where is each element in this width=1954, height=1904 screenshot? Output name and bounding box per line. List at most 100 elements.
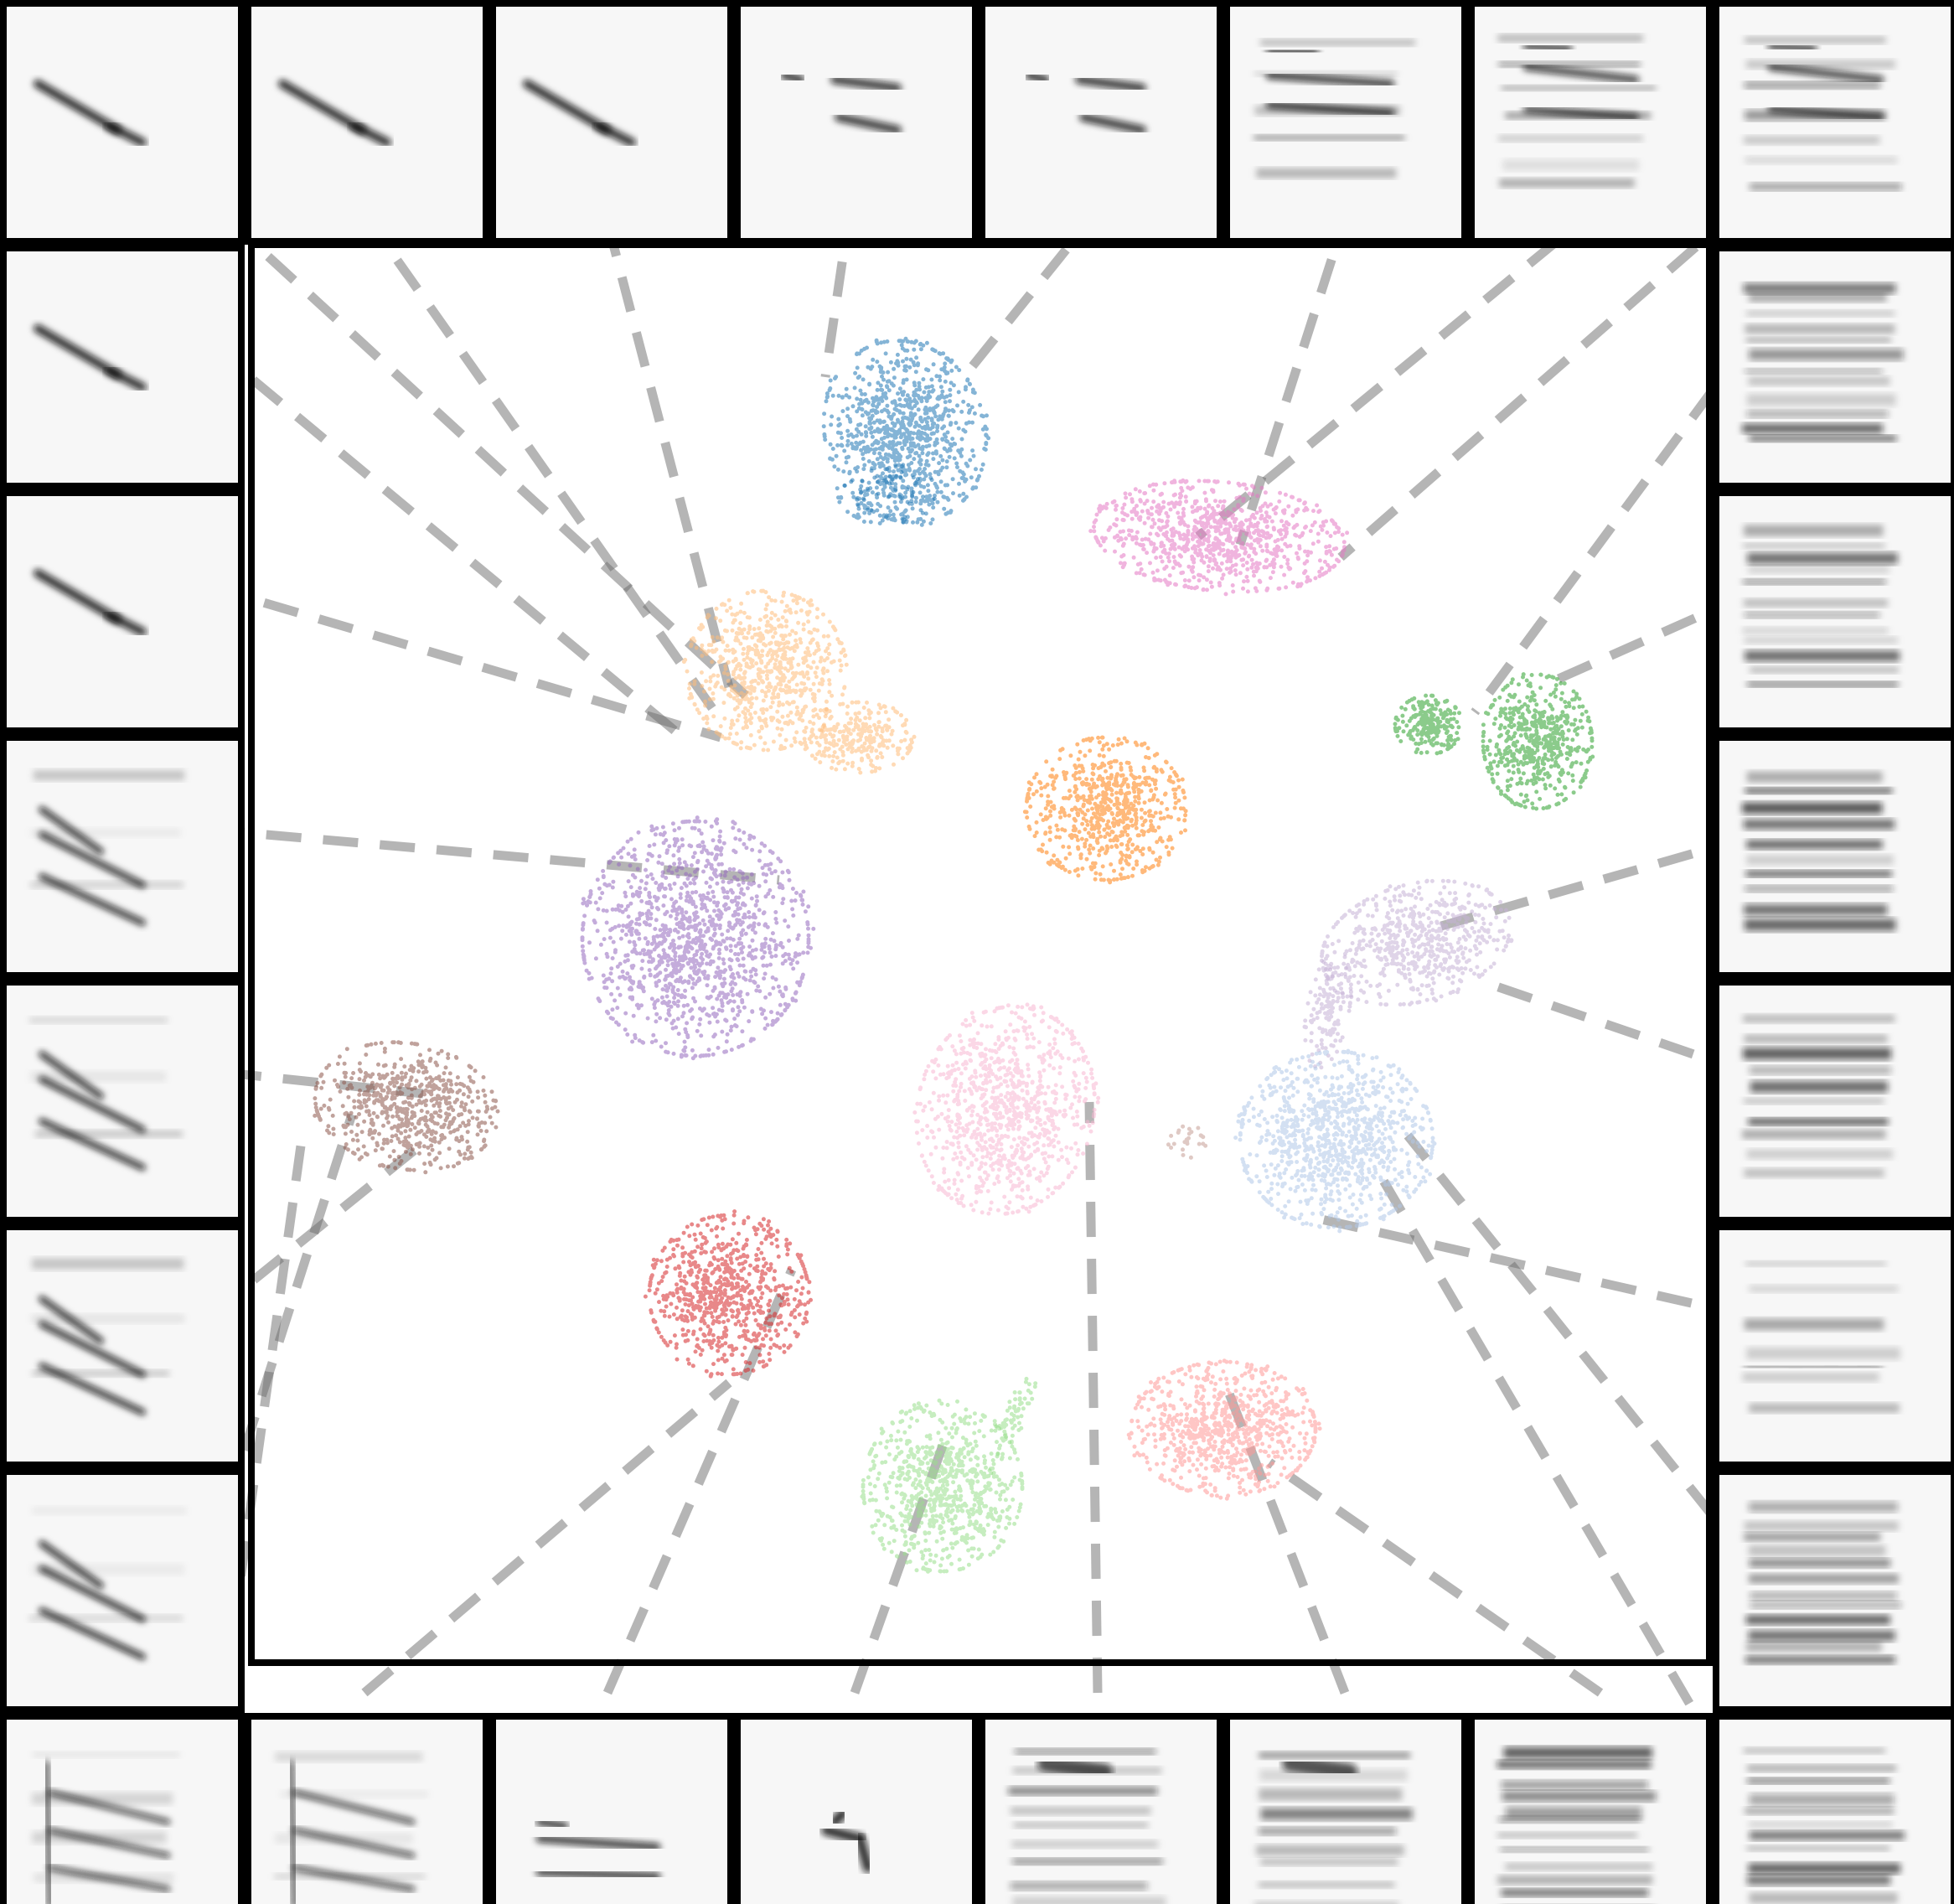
spectrogram-band — [1745, 1655, 1895, 1664]
thumb-border — [0, 979, 245, 1224]
spectrogram-thumb-right-5 — [1713, 1224, 1954, 1468]
cluster-light-blue — [1233, 1048, 1437, 1234]
thumb-border — [1713, 245, 1954, 489]
spectrogram-band — [1259, 1827, 1396, 1835]
spectrogram-band — [275, 1751, 423, 1762]
cluster-points — [912, 1002, 1101, 1216]
plot-frame — [248, 241, 1713, 1666]
spectrogram-band — [1012, 1858, 1163, 1865]
spectrogram-trace — [830, 75, 902, 92]
spectrogram-band — [29, 1071, 167, 1082]
spectrogram-band — [1015, 1748, 1156, 1755]
spectrogram-trace — [39, 1321, 146, 1378]
cluster-blue — [821, 336, 991, 527]
cluster-points — [643, 1209, 814, 1379]
spectrogram-band — [1746, 393, 1896, 406]
spectrogram-trace — [523, 80, 611, 134]
spectrogram-band — [1750, 183, 1902, 191]
thumb-border — [245, 1713, 489, 1904]
thumb-background — [1227, 3, 1465, 241]
spectrogram-thumb-right-3 — [1713, 734, 1954, 979]
spectrogram-trace — [594, 122, 636, 147]
spectrogram-band — [1745, 110, 1886, 121]
spectrogram-band — [32, 1751, 180, 1758]
spectrogram-band — [1258, 1881, 1395, 1888]
spectrogram-band — [1750, 1601, 1901, 1609]
spectrogram-band — [32, 1831, 167, 1844]
thumb-border — [0, 1713, 245, 1904]
thumb-background — [737, 1716, 975, 1904]
cluster-lavender — [1302, 878, 1514, 1070]
connector-line-20 — [1301, 1210, 1749, 1321]
spectrogram-band — [1746, 310, 1895, 317]
spectrogram-thumb-top-8 — [1713, 0, 1954, 245]
spectrogram-band — [1744, 1098, 1884, 1105]
spectrogram-band — [1746, 1347, 1900, 1360]
cluster-salmon — [1126, 1358, 1322, 1501]
spectrogram-band — [1502, 159, 1639, 171]
cluster-green — [1393, 672, 1595, 811]
connector-line-3 — [602, 220, 734, 689]
spectrogram-band — [1744, 525, 1884, 537]
spectrogram-band — [1012, 1896, 1166, 1904]
spectrogram-band — [1742, 1130, 1886, 1139]
spectrogram-band — [31, 1314, 185, 1323]
spectrogram-band — [1746, 1149, 1894, 1159]
spectrogram-band — [1256, 1844, 1404, 1856]
connector-line-21 — [1403, 1132, 1751, 1562]
spectrogram-trace — [835, 113, 902, 134]
thumb-border — [1223, 1713, 1468, 1904]
spectrogram-band — [1749, 435, 1897, 442]
spectrogram-band — [274, 1873, 426, 1880]
connector-lines — [204, 201, 1751, 1804]
thumb-border — [1713, 1468, 1954, 1713]
spectrogram-trace — [1265, 46, 1320, 56]
spectrogram-band — [1745, 870, 1892, 877]
spectrogram-trace — [535, 1818, 569, 1830]
cluster-points — [982, 1376, 1038, 1476]
spectrogram-band — [1743, 283, 1896, 294]
connector-line-16 — [1471, 340, 1751, 716]
spectrogram-band — [1749, 1403, 1900, 1413]
spectrogram-thumb-top-1 — [0, 0, 245, 245]
spectrogram-band — [1744, 1521, 1899, 1531]
spectrogram-band — [32, 1506, 187, 1515]
spectrogram-band — [30, 881, 184, 889]
thumb-background — [493, 3, 731, 241]
cluster-points — [1233, 1048, 1437, 1234]
spectrogram-trace — [34, 80, 121, 134]
spectrogram-band — [1501, 85, 1657, 91]
spectrogram-band — [1749, 1559, 1890, 1568]
spectrogram-band — [1747, 1764, 1896, 1772]
spectrogram-band — [1749, 1892, 1898, 1904]
spectrogram-band — [1011, 1840, 1159, 1849]
spectrogram-trace — [39, 831, 146, 888]
spectrogram-band — [31, 1563, 185, 1575]
spectrogram-band — [1744, 612, 1880, 618]
spectrogram-trace — [34, 569, 121, 623]
spectrogram-band — [280, 1790, 428, 1798]
spectrogram-thumb-bottom-1 — [0, 1713, 245, 1904]
spectrogram-trace — [1265, 71, 1395, 88]
spectrogram-trace — [349, 122, 391, 147]
spectrogram-trace — [105, 366, 147, 391]
cluster-points — [1022, 735, 1188, 885]
spectrogram-band — [1745, 1615, 1890, 1625]
spectrogram-band — [34, 1130, 183, 1138]
spectrogram-band — [1744, 904, 1888, 916]
spectrogram-band — [1500, 1846, 1649, 1853]
spectrogram-band — [1744, 636, 1898, 644]
spectrogram-band — [29, 1017, 168, 1024]
spectrogram-band — [29, 1614, 184, 1622]
spectrogram-trace — [535, 1834, 661, 1851]
spectrogram-trace — [535, 1868, 661, 1881]
spectrogram-band — [1746, 855, 1894, 866]
spectrogram-band — [1745, 788, 1893, 794]
spectrogram-band — [1747, 1777, 1890, 1784]
spectrogram-band — [1505, 111, 1652, 120]
spectrogram-thumb-left-2 — [0, 489, 245, 734]
thumb-border — [489, 1713, 734, 1904]
spectrogram-band — [1744, 1034, 1888, 1043]
cluster-brown — [313, 1040, 500, 1175]
spectrogram-band — [1743, 1747, 1885, 1754]
